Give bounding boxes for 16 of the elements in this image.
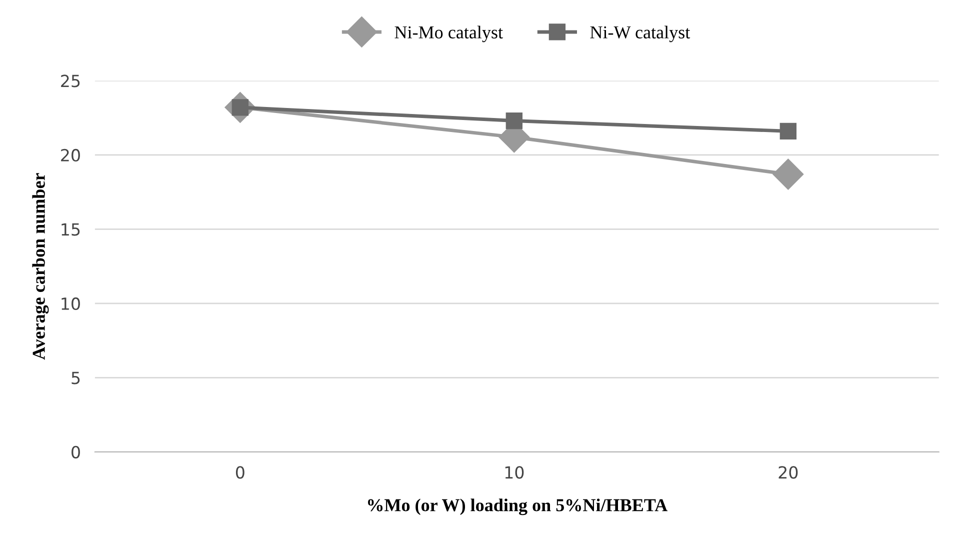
y-tick-label: 20 — [61, 148, 80, 162]
x-tick-label: 10 — [505, 466, 524, 479]
y-tick-label: 0 — [72, 446, 80, 458]
legend-label: Ni-W catalyst — [590, 26, 690, 42]
y-tick-label: 25 — [61, 74, 80, 88]
point — [780, 122, 796, 140]
y-axis-title: Average carbon number — [32, 173, 49, 360]
y-tick-label: 10 — [62, 297, 80, 310]
y-tick-label: 15 — [62, 223, 80, 236]
point — [506, 112, 522, 130]
x-axis-title: %Mo (or W) loading on 5%Ni/HBETA — [368, 498, 668, 516]
y-tick-label: 5 — [72, 372, 80, 384]
point — [772, 158, 804, 190]
legend-label: Ni-Mo catalyst — [394, 26, 503, 42]
x-tick-label: 20 — [778, 466, 798, 479]
x-tick-label: 0 — [236, 466, 244, 479]
